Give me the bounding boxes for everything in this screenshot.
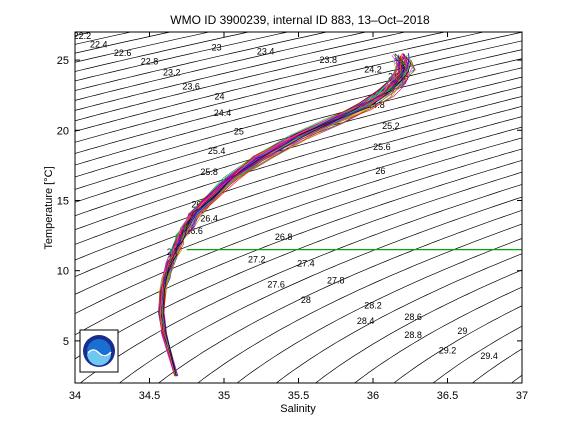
x-tick-label: 36.5	[437, 390, 458, 402]
profile-line	[158, 58, 401, 377]
isopycnal-label: 27.8	[327, 275, 345, 285]
isopycnal-contour	[511, 374, 522, 383]
isopycnal-contour	[75, 126, 522, 278]
isopycnal-label: 23.6	[182, 82, 200, 92]
isopycnal-contour	[75, 40, 522, 154]
isopycnal-label: 25.4	[208, 146, 226, 156]
isopycnal-label: 26.6	[185, 226, 203, 236]
y-axis-label: Temperature [°C]	[43, 166, 55, 249]
y-tick-label: 10	[57, 266, 69, 278]
isopycnal-contour	[354, 286, 522, 383]
isopycnal-contour	[75, 137, 522, 295]
isopycnal-label: 27.2	[248, 254, 266, 264]
profile-line	[160, 57, 408, 377]
isopycnal-contour	[79, 184, 522, 383]
isopycnal-contour	[75, 32, 522, 143]
isopycnal-label: 24.4	[214, 108, 232, 118]
profile-line	[160, 58, 406, 377]
isopycnal-contour	[236, 238, 522, 383]
isopycnal-label: 25.2	[382, 121, 400, 131]
isopycnal-contour	[158, 209, 522, 383]
isopycnal-contour	[314, 269, 522, 383]
isopycnal-label: 24	[214, 91, 224, 101]
isopycnal-contour	[75, 160, 522, 336]
isopycnal-contour	[75, 32, 368, 101]
y-tick-label: 20	[57, 125, 69, 137]
isopycnal-label: 26.8	[275, 232, 293, 242]
isopycnal-label: 23.8	[320, 55, 338, 65]
isopycnal-contour	[75, 86, 522, 217]
isopycnal-contour	[75, 58, 522, 178]
x-tick-label: 35	[218, 390, 230, 402]
isopycnal-label: 27.6	[267, 280, 285, 290]
isopycnal-label: 29.4	[480, 351, 498, 361]
isopycnal-contour	[75, 32, 290, 82]
isopycnal-contour	[197, 223, 522, 383]
x-tick-label: 34.5	[139, 390, 160, 402]
isopycnal-label: 28.2	[364, 301, 382, 311]
chart-title: WMO ID 3900239, internal ID 883, 13–Oct–…	[170, 13, 430, 27]
x-tick-label: 34	[69, 390, 81, 402]
isopycnal-label: 28	[301, 295, 311, 305]
isopycnal-contour	[75, 148, 522, 315]
x-tick-label: 35.5	[288, 390, 309, 402]
isopycnal-label: 26	[375, 166, 385, 176]
y-tick-label: 15	[57, 195, 69, 207]
x-axis-label: Salinity	[280, 403, 316, 415]
x-tick-label: 36	[367, 390, 379, 402]
isopycnal-label: 23.4	[257, 47, 275, 57]
isopycnal-label: 22.4	[90, 39, 108, 49]
isopycnal-contour	[75, 32, 250, 72]
y-axis-ticks: 5 10 15 20 25	[57, 55, 522, 348]
profile-line	[162, 53, 409, 377]
y-tick-label: 25	[57, 55, 69, 67]
isopycnal-label: 28.4	[357, 316, 375, 326]
logo-sea	[87, 351, 112, 366]
isopycnal-label: 28.6	[404, 312, 422, 322]
isopycnal-label: 25.8	[200, 167, 218, 177]
x-axis-ticks: 34 34.5 35 35.5 36 36.5 37	[69, 32, 528, 402]
isopycnal-contour	[275, 253, 522, 383]
isopycnal-label: 27.4	[297, 259, 315, 269]
profile-line	[163, 53, 412, 377]
isopycnal-label: 26.4	[200, 214, 218, 224]
isopycnal-label: 22.2	[74, 31, 92, 41]
noaa-logo	[79, 329, 119, 373]
isopycnal-label: 25.6	[373, 142, 391, 152]
isopycnal-contour	[75, 105, 522, 245]
profile-lines	[158, 53, 416, 377]
isopycnal-label: 22.8	[141, 56, 159, 66]
logo-gull	[87, 349, 112, 357]
x-tick-label: 37	[516, 390, 528, 402]
isopycnal-contour	[75, 32, 407, 111]
isopycnal-contour	[75, 32, 211, 63]
y-tick-label: 5	[63, 336, 69, 348]
isopycnal-contour	[75, 32, 447, 122]
isopycnal-contour	[75, 96, 522, 231]
isopycnal-label: 24.2	[364, 65, 382, 75]
isopycnal-label: 23	[212, 42, 222, 52]
isopycnal-label: 29.2	[439, 346, 457, 356]
isopycnal-contour	[75, 67, 522, 190]
isopycnal-label: 22.6	[114, 48, 132, 58]
isopycnal-contour	[75, 32, 486, 132]
isopycnal-label: 28.8	[404, 330, 422, 340]
isopycnal-contour	[118, 196, 522, 383]
isopycnal-label: 23.2	[163, 68, 181, 78]
isopycnal-contour	[393, 305, 522, 383]
isopycnal-label: 25	[234, 127, 244, 137]
isopycnal-label: 29	[457, 326, 467, 336]
isopycnal-contour	[75, 32, 329, 91]
isopycnal-contour	[75, 116, 522, 261]
isopycnal-contour	[75, 32, 172, 54]
isopycnal-contour	[75, 49, 522, 166]
isopycnal-contour	[471, 348, 522, 383]
isopycnal-contour	[432, 325, 522, 383]
